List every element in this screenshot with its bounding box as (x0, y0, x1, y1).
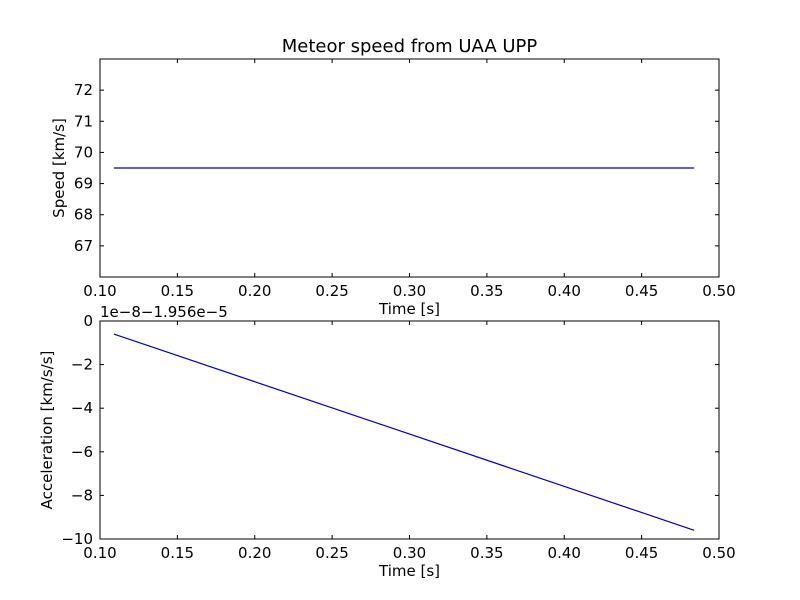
acceleration-x-tick-label: 0.10 (83, 544, 116, 562)
acceleration-y-ticks: 0 −2 −4 −6 −8 −10 (61, 312, 719, 548)
acceleration-y-tick-label: 0 (83, 312, 93, 330)
speed-chart-title: Meteor speed from UAA UPP (282, 36, 538, 57)
speed-y-axis-label: Speed [km/s] (50, 118, 68, 218)
speed-x-axis-label: Time [s] (378, 300, 440, 318)
acceleration-x-tick-label: 0.45 (625, 544, 658, 562)
speed-x-tick-label: 0.40 (548, 282, 581, 300)
acceleration-x-tick-label: 0.25 (315, 544, 348, 562)
speed-x-tick-label: 0.35 (470, 282, 503, 300)
speed-y-tick-label: 71 (74, 112, 93, 130)
acceleration-x-tick-label: 0.15 (161, 544, 194, 562)
acceleration-y-tick-label: −6 (71, 443, 93, 461)
acceleration-y-tick-label: −8 (71, 486, 93, 504)
acceleration-y-tick-label: −2 (71, 356, 93, 374)
acceleration-chart: 0.10 0.15 0.20 0.25 0.30 0.35 0.40 0.45 0.50 0 −2… (38, 303, 736, 580)
acceleration-y-axis-label: Acceleration [km/s/s] (38, 351, 56, 510)
speed-x-ticks: 0.10 0.15 0.20 0.25 0.30 0.35 0.40 0.45 0.50 (83, 59, 736, 300)
acceleration-series (113, 333, 695, 531)
speed-x-tick-label: 0.45 (625, 282, 658, 300)
acceleration-x-tick-label: 0.35 (470, 544, 503, 562)
speed-x-tick-label: 0.15 (161, 282, 194, 300)
speed-x-tick-label: 0.10 (83, 282, 116, 300)
acceleration-series-line (113, 333, 695, 531)
acceleration-x-tick-label: 0.20 (238, 544, 271, 562)
acceleration-plot-area (99, 320, 720, 540)
acceleration-x-tick-label: 0.50 (702, 544, 735, 562)
speed-x-tick-label: 0.25 (315, 282, 348, 300)
acceleration-x-tick-label: 0.30 (393, 544, 426, 562)
speed-x-tick-label: 0.30 (393, 282, 426, 300)
speed-y-tick-label: 67 (74, 237, 93, 255)
speed-x-tick-label: 0.50 (702, 282, 735, 300)
acceleration-x-ticks: 0.10 0.15 0.20 0.25 0.30 0.35 0.40 0.45 0.50 (83, 321, 736, 562)
speed-y-tick-label: 69 (74, 175, 93, 193)
speed-y-tick-label: 68 (74, 206, 93, 224)
acceleration-offset-label: 1e−8−1.956e−5 (100, 303, 228, 321)
speed-y-ticks: 67 68 69 70 71 72 (74, 81, 719, 255)
speed-y-tick-label: 70 (74, 143, 93, 161)
acceleration-x-tick-label: 0.40 (548, 544, 581, 562)
speed-chart: Meteor speed from UAA UPP 0.10 0.15 0.20 0.… (50, 36, 736, 318)
acceleration-y-tick-label: −4 (71, 399, 93, 417)
speed-x-tick-label: 0.20 (238, 282, 271, 300)
acceleration-x-axis-label: Time [s] (378, 562, 440, 580)
speed-y-tick-label: 72 (74, 81, 93, 99)
acceleration-y-tick-label: −10 (61, 530, 93, 548)
